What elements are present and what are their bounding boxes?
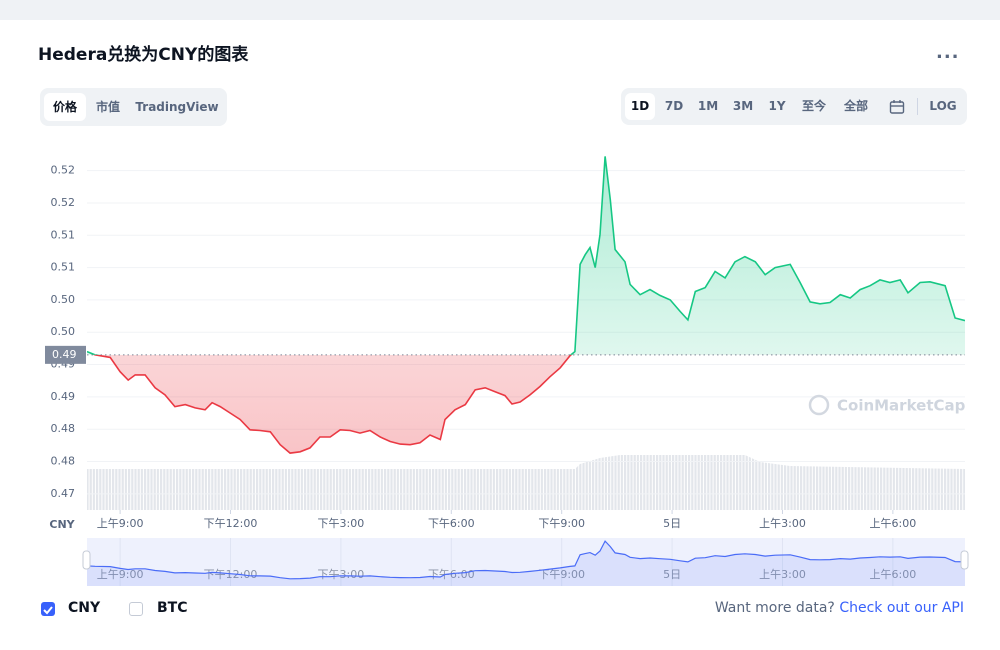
navigator-line — [86, 540, 966, 580]
checkbox[interactable] — [129, 602, 143, 616]
range-button[interactable]: 至今 — [801, 99, 826, 113]
navigator-handle[interactable] — [82, 550, 91, 570]
range-button[interactable]: LOG — [929, 99, 957, 113]
api-prompt: Want more data? Check out our API — [715, 600, 964, 616]
price-line-up — [87, 156, 965, 355]
range-button[interactable]: 7D — [664, 99, 684, 113]
area-down — [94, 354, 571, 454]
range-button[interactable]: 1Y — [768, 99, 786, 113]
range-button[interactable]: 1M — [697, 99, 719, 113]
tab[interactable]: 市值 — [95, 100, 120, 114]
y-tick-label: 0.51 — [51, 228, 76, 241]
navigator-area — [87, 541, 965, 586]
navigator[interactable] — [87, 538, 965, 586]
range-group: 1D 7D 1M 3M 1Y 至今 全部 LOG — [621, 88, 967, 125]
chart: 0.47 0.48 0.48 0.49 0.49 0.50 0.50 0.51 0.51 0.52… — [45, 156, 969, 586]
tab-group: 价格 市值 TradingView — [40, 88, 227, 126]
y-tick-label: 0.50 — [51, 293, 76, 306]
api-link[interactable]: Check out our API — [839, 600, 964, 616]
y-tick-label: 0.48 — [51, 455, 76, 468]
navigator-tick-label: 下午12:00 — [204, 568, 258, 581]
x-tick-label: 下午9:00 — [538, 517, 585, 530]
reference-label: 0.49 — [52, 348, 77, 361]
navigator-tick-label: 下午3:00 — [318, 568, 365, 581]
navigator-tick-label: 上午6:00 — [870, 568, 917, 581]
option-label[interactable]: BTC — [157, 600, 188, 616]
chart-title: Hedera兑换为CNY的图表 — [38, 45, 249, 65]
range-button[interactable]: 1D — [625, 93, 655, 120]
x-tick-label: 上午9:00 — [97, 517, 144, 530]
x-tick-label: 5日 — [663, 517, 681, 530]
y-tick-label: 0.50 — [51, 325, 76, 338]
navigator-tick-label: 下午6:00 — [428, 568, 475, 581]
more-menu[interactable]: ... — [936, 42, 960, 63]
x-tick-label: 上午6:00 — [870, 517, 917, 530]
x-tick-label: 下午6:00 — [428, 517, 475, 530]
area-up — [87, 156, 965, 355]
x-tick-label: 下午3:00 — [318, 517, 365, 530]
volume-bars — [87, 455, 965, 510]
navigator-tick-label: 下午9:00 — [538, 568, 585, 581]
top-bar — [0, 0, 1000, 20]
checkbox[interactable] — [41, 602, 55, 616]
price-line-down — [92, 354, 573, 454]
tab[interactable]: 价格 — [44, 93, 86, 121]
x-tick-label: 下午12:00 — [204, 517, 258, 530]
divider — [917, 98, 918, 115]
navigator-handle[interactable] — [960, 550, 969, 570]
tab[interactable]: TradingView — [135, 100, 219, 114]
y-tick-label: 0.49 — [51, 390, 76, 403]
option-label[interactable]: CNY — [68, 600, 101, 616]
calendar-icon[interactable] — [889, 99, 905, 115]
navigator-tick-label: 5日 — [663, 568, 681, 581]
x-tick-label: 上午3:00 — [759, 517, 806, 530]
prompt-text: Want more data? — [714, 600, 835, 616]
reference-badge — [45, 345, 86, 364]
navigator-tick-label: 上午9:00 — [97, 568, 144, 581]
watermark: CoinMarketCap — [808, 394, 966, 416]
range-button[interactable]: 全部 — [843, 99, 868, 113]
y-tick-label: 0.52 — [51, 196, 76, 209]
navigator-tick-label: 上午3:00 — [759, 568, 806, 581]
check-icon — [43, 606, 53, 615]
y-tick-label: 0.52 — [51, 164, 76, 177]
watermark-text: CoinMarketCap — [837, 397, 966, 415]
range-button[interactable]: 3M — [732, 99, 754, 113]
y-tick-label: 0.48 — [51, 422, 76, 435]
y-tick-label: 0.51 — [51, 261, 76, 274]
y-tick-label: 0.47 — [51, 487, 76, 500]
axis-unit-label: CNY — [49, 518, 75, 531]
